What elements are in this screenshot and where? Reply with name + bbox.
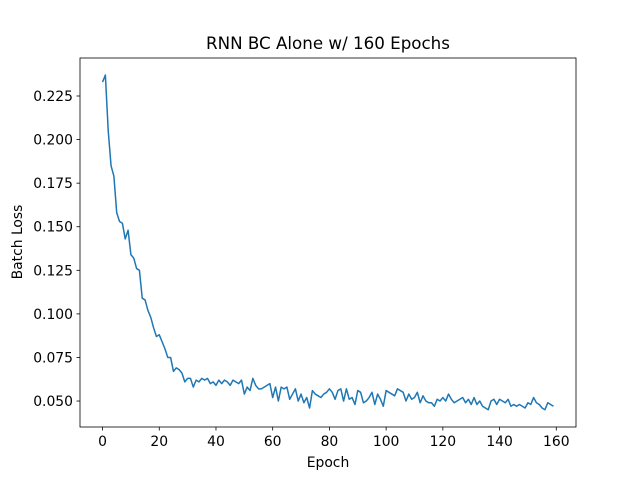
x-tick-label: 40 [207, 434, 225, 450]
x-tick-label: 140 [486, 434, 513, 450]
x-tick-label: 100 [373, 434, 400, 450]
y-axis-label: Batch Loss [10, 205, 26, 280]
y-tick-label: 0.175 [33, 176, 73, 192]
y-tick-label: 0.125 [33, 263, 73, 279]
y-tick-label: 0.225 [33, 89, 73, 105]
x-axis-label: Epoch [307, 455, 350, 471]
x-tick-label: 160 [543, 434, 570, 450]
x-tick-label: 120 [430, 434, 457, 450]
x-tick-label: 60 [264, 434, 282, 450]
data-line [101, 74, 554, 411]
chart-title: RNN BC Alone w/ 160 Epochs [206, 33, 450, 53]
x-tick-label: 20 [150, 434, 168, 450]
y-tick-label: 0.075 [33, 350, 73, 366]
y-tick-label: 0.200 [33, 133, 73, 149]
y-tick-label: 0.150 [33, 220, 73, 236]
y-tick-label: 0.050 [33, 394, 73, 410]
x-tick-label: 80 [321, 434, 339, 450]
x-tick-label: 0 [98, 434, 107, 450]
plot-frame [79, 57, 577, 428]
y-tick-label: 0.100 [33, 307, 73, 323]
